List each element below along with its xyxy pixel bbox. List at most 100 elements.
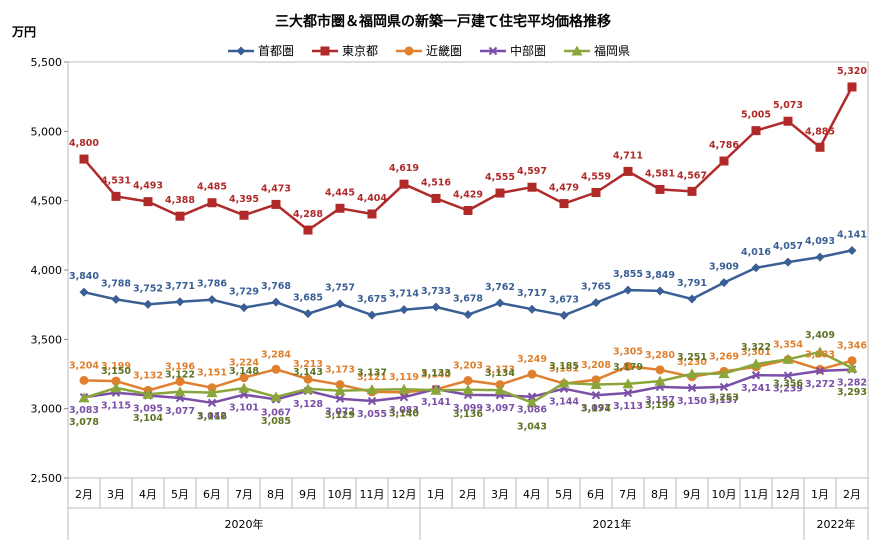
data-label: 3,136 bbox=[453, 409, 483, 420]
data-point bbox=[143, 197, 153, 207]
data-point bbox=[175, 297, 185, 307]
data-point bbox=[111, 376, 121, 386]
series-square bbox=[79, 82, 857, 235]
legend-item: 首都圏 bbox=[228, 44, 294, 58]
data-label: 3,849 bbox=[645, 270, 675, 281]
data-label: 3,762 bbox=[485, 282, 515, 293]
data-label: 3,137 bbox=[357, 368, 387, 379]
y-tick-label: 3,500 bbox=[31, 333, 63, 346]
data-label: 4,786 bbox=[709, 140, 739, 151]
data-point bbox=[559, 310, 569, 320]
data-point bbox=[78, 392, 90, 403]
data-point bbox=[79, 375, 89, 385]
data-point bbox=[367, 396, 377, 406]
data-label: 3,251 bbox=[677, 352, 707, 363]
legend-label: 近畿圏 bbox=[426, 44, 462, 58]
data-point bbox=[175, 211, 185, 221]
data-label: 4,493 bbox=[133, 181, 163, 192]
data-point bbox=[526, 397, 538, 408]
data-label: 3,409 bbox=[805, 330, 835, 341]
data-label: 3,077 bbox=[165, 406, 195, 417]
data-label: 3,733 bbox=[421, 286, 451, 297]
data-label: 4,485 bbox=[197, 182, 227, 193]
legend-item: 近畿圏 bbox=[396, 44, 462, 58]
data-label: 3,115 bbox=[101, 401, 131, 412]
data-label: 3,116 bbox=[197, 412, 227, 423]
marker-stroke bbox=[751, 371, 761, 380]
data-point bbox=[750, 358, 762, 369]
data-label: 3,119 bbox=[389, 372, 419, 383]
y-axis-unit-label: 万円 bbox=[11, 25, 36, 39]
y-tick-label: 2,500 bbox=[31, 472, 63, 485]
data-point bbox=[622, 378, 634, 389]
x-tick-label: 2月 bbox=[459, 488, 477, 501]
data-label: 4,395 bbox=[229, 194, 259, 205]
data-label: 4,559 bbox=[581, 171, 611, 182]
legend-label: 中部圏 bbox=[510, 43, 546, 58]
data-label: 3,673 bbox=[549, 294, 579, 305]
legend-label: 東京都 bbox=[342, 44, 378, 58]
data-point bbox=[398, 383, 410, 394]
data-point bbox=[367, 310, 377, 320]
data-label: 5,073 bbox=[773, 100, 803, 111]
data-point bbox=[527, 369, 537, 379]
data-point bbox=[335, 380, 345, 390]
data-label: 3,280 bbox=[645, 350, 675, 361]
data-label: 3,272 bbox=[805, 379, 835, 390]
data-label: 3,305 bbox=[613, 346, 643, 357]
data-label: 3,253 bbox=[709, 393, 739, 404]
data-point bbox=[751, 126, 761, 136]
data-point bbox=[655, 365, 665, 375]
data-point bbox=[495, 298, 505, 308]
data-label: 3,675 bbox=[357, 294, 387, 305]
data-point bbox=[207, 198, 217, 208]
data-label: 4,479 bbox=[549, 183, 579, 194]
data-label: 4,619 bbox=[389, 163, 419, 174]
data-label: 3,097 bbox=[485, 403, 515, 414]
data-label: 3,199 bbox=[645, 400, 675, 411]
data-point bbox=[655, 184, 665, 194]
data-label: 3,055 bbox=[357, 409, 387, 420]
data-point bbox=[846, 362, 858, 373]
x-tick-label: 5月 bbox=[555, 488, 573, 501]
data-label: 4,531 bbox=[101, 175, 131, 186]
x-tick-label: 4月 bbox=[139, 488, 157, 501]
data-label: 4,885 bbox=[805, 126, 835, 137]
x-tick-label: 3月 bbox=[107, 488, 125, 501]
data-label: 3,284 bbox=[261, 349, 291, 360]
x-tick-label: 6月 bbox=[587, 488, 605, 501]
x-tick-label: 9月 bbox=[299, 488, 317, 501]
x-tick-label: 5月 bbox=[171, 488, 189, 501]
legend-marker bbox=[571, 45, 583, 56]
data-label: 3,354 bbox=[773, 340, 803, 351]
data-label: 4,093 bbox=[805, 236, 835, 247]
data-label: 4,404 bbox=[357, 193, 387, 204]
data-label: 3,199 bbox=[101, 361, 131, 372]
data-point bbox=[366, 384, 378, 395]
data-label: 3,196 bbox=[165, 361, 195, 372]
data-label: 3,121 bbox=[357, 372, 387, 383]
data-label: 4,429 bbox=[453, 190, 483, 201]
data-label: 3,085 bbox=[261, 416, 291, 427]
data-label: 3,239 bbox=[773, 384, 803, 395]
data-point bbox=[143, 299, 153, 309]
data-label: 3,128 bbox=[293, 399, 323, 410]
data-point bbox=[111, 294, 121, 304]
axes: 2,500 3,000 3,500 4,000 4,500 5,000 5,500 2月 3月 4… bbox=[31, 56, 869, 540]
data-label: 3,208 bbox=[581, 360, 611, 371]
data-label: 3,104 bbox=[133, 413, 163, 424]
data-point bbox=[719, 382, 729, 392]
data-point bbox=[847, 356, 857, 366]
x-tick-label: 8月 bbox=[651, 488, 669, 501]
marker-stroke bbox=[783, 371, 793, 380]
data-point bbox=[334, 385, 346, 396]
data-label: 3,346 bbox=[837, 341, 867, 352]
y-tick-label: 4,000 bbox=[31, 264, 63, 277]
data-point bbox=[430, 384, 442, 395]
data-label: 3,771 bbox=[165, 281, 195, 292]
legend-item: 中部圏 bbox=[480, 43, 546, 58]
data-label: 3,224 bbox=[229, 358, 259, 369]
data-label: 3,729 bbox=[229, 287, 259, 298]
marker-stroke bbox=[719, 382, 729, 392]
